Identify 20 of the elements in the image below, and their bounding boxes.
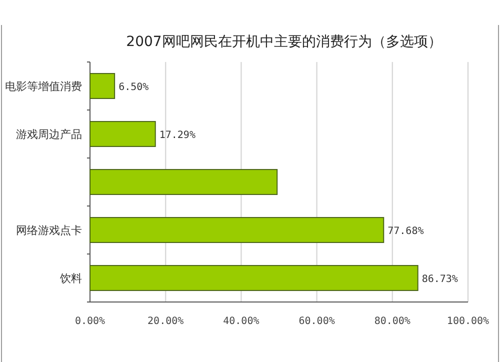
x-tick-label: 40.00% xyxy=(223,316,260,327)
bar xyxy=(90,217,384,243)
data-label: 86.73% xyxy=(422,274,458,285)
x-tick-label: 60.00% xyxy=(298,316,335,327)
data-label: 17.29% xyxy=(159,130,196,141)
x-tick-label: 80.00% xyxy=(374,316,410,327)
y-tick-label: 网络游戏点卡 xyxy=(16,224,82,237)
chart-title: 2007网吧网民在开机中主要的消费行为（多选项） xyxy=(126,34,442,50)
y-tick-label: 饮料 xyxy=(59,272,82,285)
data-label: 77.68% xyxy=(388,226,424,237)
y-tick-label: 电影等增值消费 xyxy=(5,80,82,93)
bar xyxy=(90,265,418,291)
bar xyxy=(90,121,156,147)
x-tick-label: 20.00% xyxy=(148,316,184,327)
y-tick-label: 游戏周边产品 xyxy=(16,128,82,141)
data-label: 6.50% xyxy=(118,82,149,93)
x-tick-label: 0.00% xyxy=(74,316,106,327)
bar xyxy=(90,73,116,99)
bar xyxy=(90,169,278,195)
x-tick-label: 100.00% xyxy=(446,316,490,327)
